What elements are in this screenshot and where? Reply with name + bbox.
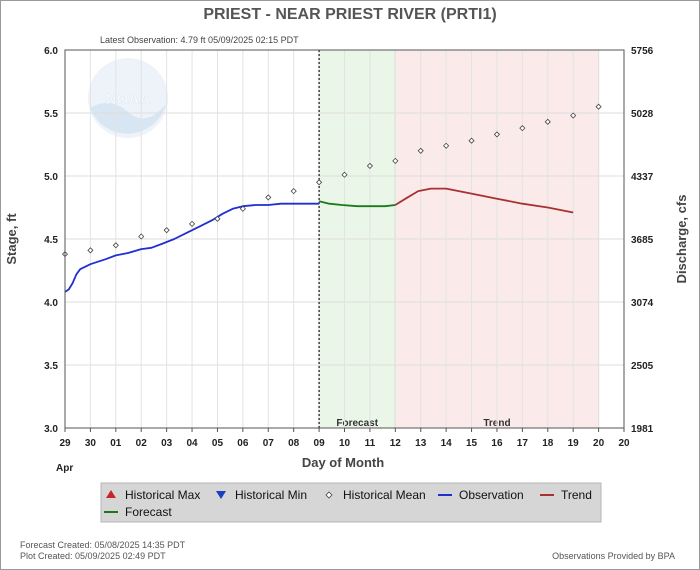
x-tick-label: 12 <box>390 438 402 449</box>
historical-mean-point <box>239 205 246 212</box>
legend-label: Trend <box>561 488 592 502</box>
x-tick-label: 09 <box>314 438 326 449</box>
x-tick-label: 13 <box>415 438 427 449</box>
legend-marker-historical-mean <box>325 491 333 499</box>
y2-tick-label: 5756 <box>631 46 654 57</box>
legend-label: Historical Min <box>235 488 307 502</box>
y-tick-label: 5.5 <box>44 109 58 120</box>
y2-tick-label: 3685 <box>631 235 654 246</box>
y-tick-label: 4.0 <box>44 298 58 309</box>
x-tick-label: 03 <box>161 438 173 449</box>
tick-labels: 29 30 01 02 03 04 05 06 07 08 09 10 11 12 13 14 15 16 17 18… <box>44 46 654 449</box>
legend-marker-historical-min <box>216 491 226 499</box>
historical-mean-point <box>392 157 399 164</box>
x-tick-label: 15 <box>466 438 478 449</box>
x-tick-label: 01 <box>110 438 122 449</box>
y-tick-label: 5.0 <box>44 172 58 183</box>
x-tick-label: 17 <box>517 438 529 449</box>
x-tick-label: 10 <box>339 438 351 449</box>
y2-tick-label: 2505 <box>631 361 654 372</box>
y-tick-label: 3.5 <box>44 361 58 372</box>
historical-mean-point <box>163 227 170 234</box>
historical-mean-point <box>570 112 577 119</box>
y-tick-label: 3.0 <box>44 424 58 435</box>
month-label: Apr <box>56 463 73 474</box>
historical-mean-point <box>290 188 297 195</box>
historical-mean-point <box>366 162 373 169</box>
historical-mean-point <box>544 118 551 125</box>
legend-label: Historical Max <box>125 488 200 502</box>
historical-mean-markers <box>61 103 602 258</box>
x-tick-label: 08 <box>288 438 300 449</box>
historical-mean-point <box>493 131 501 138</box>
historical-mean-point <box>468 137 475 144</box>
series-line-forecast <box>318 200 396 208</box>
y2-axis-label: Discharge, cfs <box>674 195 689 284</box>
y2-tick-label: 1981 <box>631 424 654 435</box>
x-tick-label: 11 <box>365 438 376 449</box>
y2-tick-label: 3074 <box>631 298 654 309</box>
x-tick-label: 20 <box>618 438 630 449</box>
chart-title: PRIEST - NEAR PRIEST RIVER (PRTI1) <box>203 6 496 23</box>
historical-mean-point <box>316 179 323 186</box>
data-credit-note: Observations Provided by BPA <box>552 551 675 561</box>
legend-label: Forecast <box>125 505 172 519</box>
x-axis-label: Day of Month <box>302 455 384 470</box>
x-tick-label: 19 <box>568 438 580 449</box>
noaa-logo-watermark: NOAA <box>88 58 168 138</box>
series-line-trend <box>394 187 574 214</box>
forecast-created-note: Forecast Created: 05/08/2025 14:35 PDT <box>20 540 186 550</box>
y-tick-label: 4.5 <box>44 235 58 246</box>
x-tick-label: 02 <box>136 438 148 449</box>
historical-mean-point <box>112 242 119 249</box>
noaa-logo-text: NOAA <box>106 91 150 108</box>
historical-mean-point <box>188 220 196 227</box>
legend-label: Historical Mean <box>343 488 426 502</box>
y2-tick-label: 4337 <box>631 172 654 183</box>
historical-mean-point <box>265 194 272 201</box>
historical-mean-point <box>595 103 602 110</box>
x-tick-label: 06 <box>237 438 249 449</box>
legend-box <box>100 482 602 523</box>
historical-mean-point <box>519 125 526 132</box>
band-label: Forecast <box>336 418 378 429</box>
x-tick-label: 20 <box>593 438 605 449</box>
historical-mean-point <box>341 171 348 178</box>
series-line-observation <box>64 202 320 293</box>
historical-mean-point <box>417 147 424 154</box>
historical-mean-point <box>214 215 221 222</box>
noaa-logo-wave <box>90 102 166 134</box>
historical-mean-point <box>138 233 145 240</box>
x-tick-label: 16 <box>491 438 503 449</box>
plot-created-note: Plot Created: 05/09/2025 02:49 PDT <box>20 551 166 561</box>
legend-marker-historical-max <box>106 490 116 498</box>
x-tick-label: 18 <box>542 438 554 449</box>
y2-tick-label: 5028 <box>631 109 654 120</box>
x-tick-label: 30 <box>85 438 97 449</box>
data-series <box>64 187 574 293</box>
y-tick-label: 6.0 <box>44 46 58 57</box>
x-tick-label: 05 <box>212 438 224 449</box>
x-tick-label: 29 <box>59 438 71 449</box>
legend-label: Observation <box>459 488 524 502</box>
x-tick-label: 14 <box>441 438 453 449</box>
y-axis-label: Stage, ft <box>4 213 19 265</box>
chart-subtitle: Latest Observation: 4.79 ft 05/09/2025 0… <box>100 35 299 45</box>
x-tick-label: 04 <box>186 438 198 449</box>
historical-mean-point <box>443 142 450 149</box>
x-tick-label: 07 <box>263 438 275 449</box>
legend: Historical Max Historical Min Historical M… <box>100 482 602 523</box>
historical-mean-point <box>87 247 94 254</box>
